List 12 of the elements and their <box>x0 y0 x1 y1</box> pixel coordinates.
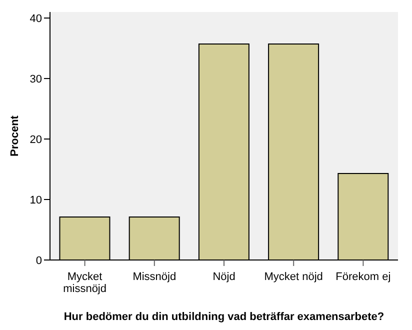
y-tick-label: 20 <box>30 134 42 146</box>
y-tick-label: 0 <box>36 254 42 267</box>
y-tick-label: 10 <box>30 194 42 206</box>
y-axis-title: Procent <box>8 115 21 156</box>
x-tick-label: Nöjd <box>212 271 236 283</box>
x-tick-label: Förekom ej <box>336 271 391 283</box>
x-axis-title: Hur bedömer du din utbildning vad beträffar examensarbete? <box>64 311 384 323</box>
y-tick-label: 40 <box>30 12 42 25</box>
x-tick-label: Missnöjd <box>132 271 176 283</box>
x-tick-label: Mycket nöjd <box>264 271 323 283</box>
x-tick-label: Mycket missnöjd <box>63 271 107 295</box>
y-tick-label: 30 <box>30 73 42 86</box>
